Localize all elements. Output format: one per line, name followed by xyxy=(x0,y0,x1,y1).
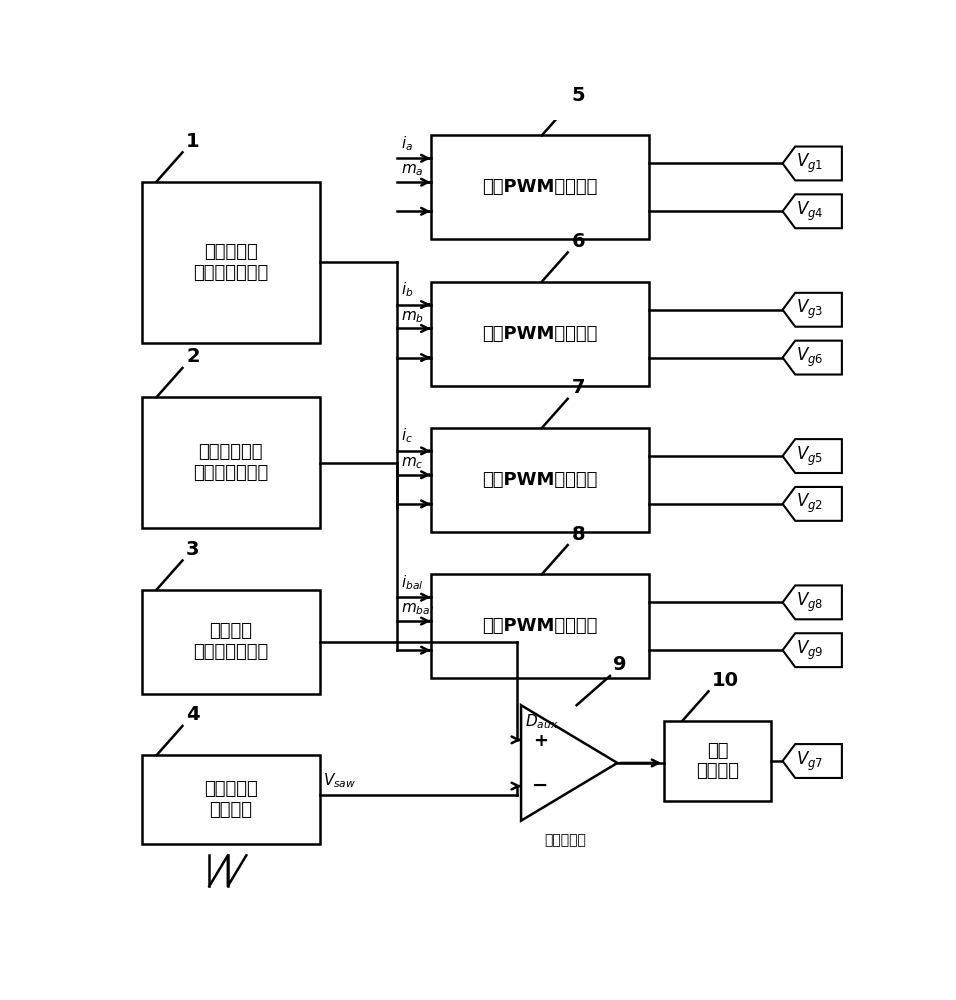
Text: $V_{g8}$: $V_{g8}$ xyxy=(796,591,823,614)
Text: $V_{g1}$: $V_{g1}$ xyxy=(796,152,823,175)
Text: 三相主开关
比较值计算模块: 三相主开关 比较值计算模块 xyxy=(193,243,269,282)
Text: 8: 8 xyxy=(572,524,585,544)
Text: 1: 1 xyxy=(186,132,200,151)
Text: 6: 6 xyxy=(572,232,585,251)
Text: 第一
延时模块: 第一 延时模块 xyxy=(696,742,739,780)
Text: 平衡桥臂开关
比较值计算模块: 平衡桥臂开关 比较值计算模块 xyxy=(193,443,269,482)
Polygon shape xyxy=(783,439,842,473)
Bar xyxy=(141,590,319,694)
Text: 下降锯齿波
产生模块: 下降锯齿波 产生模块 xyxy=(204,780,257,819)
Text: 第一比较器: 第一比较器 xyxy=(545,833,586,847)
Text: $i_{bal}$: $i_{bal}$ xyxy=(401,573,424,592)
Text: $m_c$: $m_c$ xyxy=(401,455,424,471)
Text: 第三PWM产生模块: 第三PWM产生模块 xyxy=(482,471,598,489)
Bar xyxy=(430,428,649,532)
Text: $V_{g2}$: $V_{g2}$ xyxy=(796,492,823,515)
Text: $m_a$: $m_a$ xyxy=(401,163,424,178)
Text: $V_{g3}$: $V_{g3}$ xyxy=(796,298,823,321)
Text: $m_b$: $m_b$ xyxy=(401,309,424,325)
Text: 第四PWM产生模块: 第四PWM产生模块 xyxy=(482,617,598,635)
Bar xyxy=(141,755,319,844)
Polygon shape xyxy=(783,744,842,778)
Polygon shape xyxy=(783,633,842,667)
Text: 10: 10 xyxy=(712,671,739,690)
Text: 辅助开关
比较值计算模块: 辅助开关 比较值计算模块 xyxy=(193,622,269,661)
Polygon shape xyxy=(783,147,842,180)
Polygon shape xyxy=(783,293,842,327)
Text: $V_{g7}$: $V_{g7}$ xyxy=(796,749,823,773)
Text: −: − xyxy=(532,775,549,794)
Bar xyxy=(141,182,319,343)
Bar xyxy=(430,282,649,386)
Text: 第一PWM产生模块: 第一PWM产生模块 xyxy=(482,178,598,196)
Text: 3: 3 xyxy=(186,540,200,559)
Text: $V_{g4}$: $V_{g4}$ xyxy=(796,200,823,223)
Bar xyxy=(430,135,649,239)
Polygon shape xyxy=(783,194,842,228)
Text: 第二PWM产生模块: 第二PWM产生模块 xyxy=(482,325,598,343)
Text: 4: 4 xyxy=(186,705,200,724)
Bar xyxy=(141,397,319,528)
Text: $i_c$: $i_c$ xyxy=(401,427,413,445)
Bar xyxy=(430,574,649,678)
Text: 5: 5 xyxy=(572,86,585,105)
Polygon shape xyxy=(521,705,618,821)
Text: $i_a$: $i_a$ xyxy=(401,134,413,153)
Text: +: + xyxy=(532,732,548,750)
Bar xyxy=(664,721,771,801)
Text: $D_{aux}$: $D_{aux}$ xyxy=(525,712,558,731)
Text: $V_{g5}$: $V_{g5}$ xyxy=(796,444,823,468)
Text: $V_{g6}$: $V_{g6}$ xyxy=(796,346,823,369)
Text: $m_{bal}$: $m_{bal}$ xyxy=(401,602,434,617)
Text: $V_{saw}$: $V_{saw}$ xyxy=(323,771,357,790)
Text: $V_{g9}$: $V_{g9}$ xyxy=(796,639,823,662)
Text: 7: 7 xyxy=(572,378,585,397)
Polygon shape xyxy=(783,341,842,375)
Text: 9: 9 xyxy=(613,655,626,674)
Polygon shape xyxy=(783,585,842,619)
Text: $i_b$: $i_b$ xyxy=(401,280,414,299)
Text: 2: 2 xyxy=(186,347,200,366)
Polygon shape xyxy=(783,487,842,521)
